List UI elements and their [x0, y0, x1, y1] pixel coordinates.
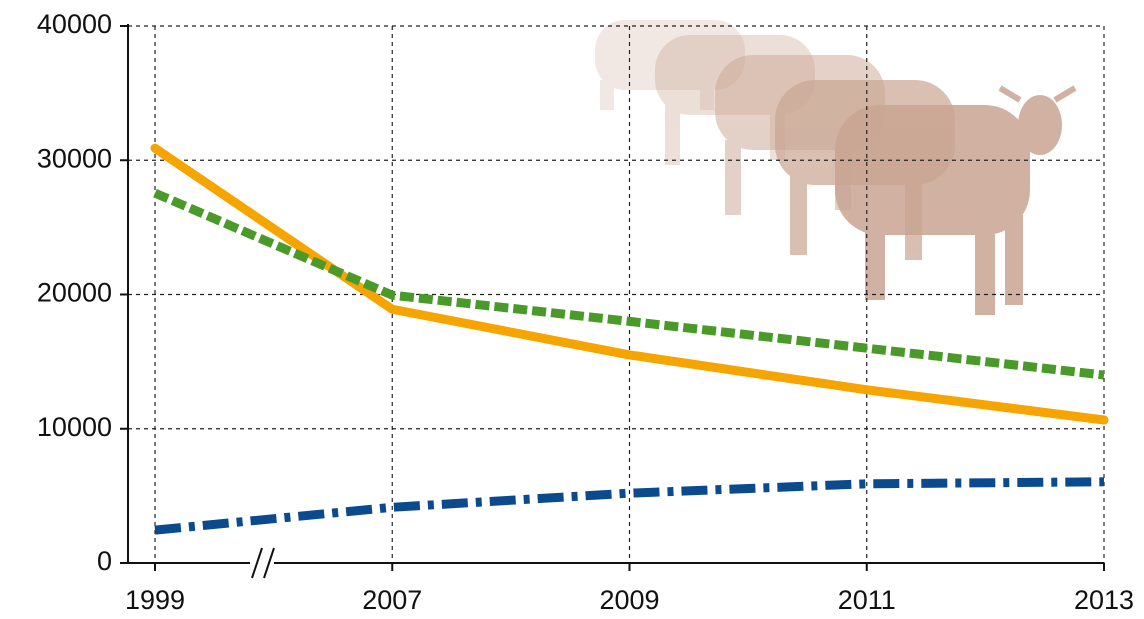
- y-tick-label: 10000: [37, 412, 112, 442]
- lines: [150, 143, 1109, 535]
- grid: [128, 25, 1105, 563]
- y-tick-label: 30000: [37, 143, 112, 173]
- y-tick-label: 0: [97, 546, 112, 576]
- series-line: [153, 189, 1105, 380]
- y-tick-label: 20000: [37, 278, 112, 308]
- series-line: [150, 143, 1109, 425]
- axes: 0 10000 20000 30000 40000 1999 2007 2009 2011 201…: [37, 9, 1134, 615]
- axis-break: [251, 547, 275, 579]
- x-tick-label: 2007: [362, 585, 422, 615]
- x-tick-label: 1999: [125, 585, 185, 615]
- y-tick-label: 40000: [37, 9, 112, 39]
- x-tick-label: 2013: [1074, 585, 1134, 615]
- x-tick-label: 2011: [838, 585, 896, 615]
- cow-illustration: [595, 20, 1077, 315]
- x-tick-label: 2009: [599, 585, 659, 615]
- series-line: [154, 477, 1105, 535]
